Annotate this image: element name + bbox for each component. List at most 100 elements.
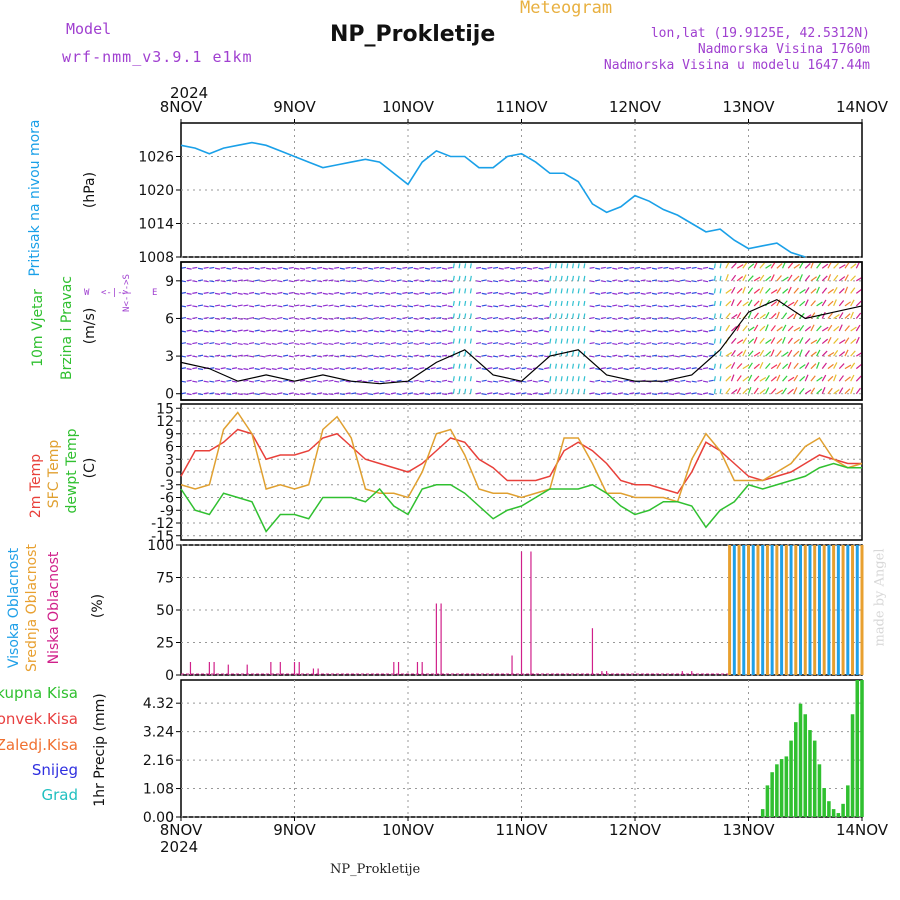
- wind-arrow: [254, 354, 260, 357]
- wind-arrow: [351, 330, 357, 333]
- wind-arrow: [209, 392, 215, 395]
- wind-arrow: [657, 305, 663, 308]
- precip-bar: [817, 764, 822, 817]
- wind-arrow: [475, 305, 482, 308]
- wind-arrow: [458, 275, 461, 281]
- wind-arrow: [742, 274, 747, 282]
- wind-arrow: [651, 329, 658, 332]
- wind-arrow: [436, 342, 442, 345]
- wind-arrow: [493, 342, 499, 345]
- wind-arrow: [606, 266, 612, 269]
- wind-arrow: [277, 367, 283, 370]
- wind-arrow: [736, 276, 744, 282]
- wind-arrow: [527, 329, 533, 332]
- wind-arrow: [447, 316, 453, 320]
- wind-arrow: [288, 330, 294, 333]
- wind-arrow: [583, 325, 586, 332]
- wind-arrow: [430, 342, 436, 345]
- wind-arrow: [577, 338, 580, 344]
- wind-arrow: [345, 330, 351, 333]
- wind-arrow: [180, 367, 187, 370]
- wind-arrow: [612, 379, 618, 382]
- wind-arrow: [855, 300, 862, 307]
- wind-arrow: [617, 330, 624, 333]
- wind-arrow: [475, 392, 482, 395]
- wind-arrow: [510, 379, 516, 382]
- wind-arrow: [430, 367, 436, 370]
- wind-arrow: [702, 266, 709, 269]
- wind-arrow: [748, 263, 755, 269]
- wind-arrow: [424, 329, 431, 332]
- wind-arrow: [283, 292, 289, 295]
- wind-arrow: [697, 279, 703, 282]
- wind-arrow: [214, 342, 221, 346]
- wind-arrow: [266, 368, 272, 371]
- wind-arrow: [787, 301, 795, 307]
- wind-arrow: [702, 342, 709, 345]
- wind-arrow: [708, 304, 714, 307]
- wind-arrow: [629, 316, 635, 320]
- wind-arrow: [571, 388, 575, 394]
- wind-arrow: [833, 374, 837, 382]
- wind-arrow: [237, 393, 243, 396]
- wind-arrow: [600, 367, 606, 370]
- wind-arrow: [356, 279, 362, 282]
- wind-arrow: [294, 329, 300, 332]
- wind-arrow: [260, 367, 266, 370]
- wind-arrow: [469, 376, 472, 382]
- wind-arrow: [804, 262, 811, 269]
- wind-arrow: [844, 388, 851, 395]
- wind-arrow: [566, 313, 569, 319]
- wind-arrow: [685, 330, 692, 333]
- wind-arrow: [776, 326, 783, 332]
- wind-arrow: [441, 342, 448, 346]
- wind-arrow: [424, 317, 431, 320]
- wind-arrow: [430, 291, 436, 294]
- wind-arrow: [577, 313, 580, 319]
- wind-arrow: [385, 368, 391, 371]
- wind-arrow: [203, 380, 209, 383]
- wind-arrow: [271, 342, 277, 346]
- wind-arrow: [617, 392, 624, 395]
- wind-arrow: [504, 367, 510, 370]
- wind-arrow: [770, 364, 778, 370]
- wind-arrow: [838, 300, 845, 307]
- wind-arrow: [787, 286, 792, 294]
- wind-arrow: [396, 317, 402, 320]
- wind-arrow: [719, 363, 722, 369]
- wind-arrow: [214, 279, 221, 282]
- wind-arrow: [748, 326, 755, 332]
- wind-arrow: [351, 367, 357, 370]
- wind-arrow: [549, 288, 552, 294]
- model-label: Model: [66, 20, 112, 38]
- y-tick-label: -6: [160, 491, 174, 507]
- wind-arrow: [623, 342, 629, 346]
- wind-arrow: [197, 354, 204, 357]
- wind-arrow: [510, 317, 516, 320]
- wind-arrow: [770, 337, 776, 344]
- temp-2m-line: [180, 428, 862, 495]
- wind-arrow: [441, 317, 448, 320]
- wind-arrow: [657, 316, 663, 320]
- wind-arrow: [793, 338, 800, 345]
- y-tick-label: -15: [151, 529, 174, 545]
- temp-dewpt-line: [180, 462, 862, 533]
- wind-arrow: [595, 304, 601, 307]
- wind-arrow: [452, 300, 455, 307]
- wind-arrow: [407, 342, 414, 345]
- wind-arrow: [765, 263, 772, 269]
- wind-arrow: [731, 389, 738, 395]
- wind-arrow: [379, 291, 385, 294]
- wind-arrow: [731, 325, 738, 332]
- wind-arrow: [186, 354, 192, 357]
- wind-arrow: [481, 292, 487, 295]
- wind-arrow: [458, 388, 461, 394]
- wind-arrow: [436, 305, 442, 308]
- wind-arrow: [663, 355, 669, 358]
- wind-arrow: [192, 392, 198, 395]
- y-tick-label: -12: [151, 516, 174, 532]
- wind-arrow: [770, 313, 777, 319]
- wind-arrow: [396, 342, 402, 346]
- wind-arrow: [436, 355, 442, 358]
- wind-arrow: [544, 330, 550, 333]
